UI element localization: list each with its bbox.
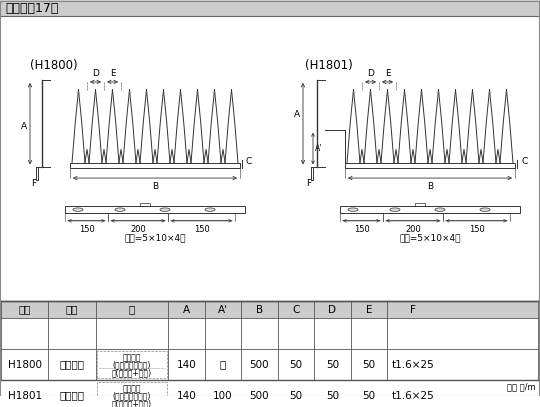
Bar xyxy=(340,206,520,213)
Text: 500: 500 xyxy=(249,359,269,370)
Text: C: C xyxy=(521,158,527,166)
Text: 50: 50 xyxy=(289,391,302,400)
Bar xyxy=(1,349,538,380)
Text: A: A xyxy=(294,110,300,119)
Text: 140: 140 xyxy=(177,391,196,400)
Text: C: C xyxy=(292,305,300,315)
Text: A': A' xyxy=(218,305,228,315)
Ellipse shape xyxy=(480,208,490,211)
Text: H1800: H1800 xyxy=(8,359,42,370)
Text: 長穴=5×10×4ヶ: 長穴=5×10×4ヶ xyxy=(124,234,186,243)
Text: (ユニクロメッキ): (ユニクロメッキ) xyxy=(112,391,151,400)
Text: シルバー: シルバー xyxy=(123,353,141,362)
Bar xyxy=(70,162,240,168)
Text: 150: 150 xyxy=(469,225,484,234)
Bar xyxy=(1,380,538,407)
Text: 150: 150 xyxy=(194,225,210,234)
Ellipse shape xyxy=(160,208,170,211)
Text: 150: 150 xyxy=(354,225,369,234)
Ellipse shape xyxy=(390,208,400,211)
Text: A': A' xyxy=(315,144,322,153)
Text: 黒(メッキ+塗装): 黒(メッキ+塗装) xyxy=(112,400,152,407)
Text: －: － xyxy=(220,359,226,370)
Text: スチール: スチール xyxy=(59,359,84,370)
Bar xyxy=(65,206,245,213)
Ellipse shape xyxy=(115,208,125,211)
Text: 長穴=5×10×4ヶ: 長穴=5×10×4ヶ xyxy=(399,234,461,243)
Text: 140: 140 xyxy=(177,359,196,370)
Text: F: F xyxy=(306,179,312,188)
Text: (H1801): (H1801) xyxy=(305,59,353,72)
Text: H1801: H1801 xyxy=(8,391,42,400)
Text: A: A xyxy=(21,122,27,131)
Text: 品番: 品番 xyxy=(18,305,31,315)
Text: D: D xyxy=(328,305,336,315)
Text: E: E xyxy=(110,69,116,78)
Text: B: B xyxy=(256,305,263,315)
Text: 100: 100 xyxy=(213,391,233,400)
Text: (H1800): (H1800) xyxy=(30,59,78,72)
Bar xyxy=(0,0,540,16)
Text: E: E xyxy=(366,305,372,315)
Text: 忍び返し17型: 忍び返し17型 xyxy=(5,2,58,15)
Text: 単位 ㎜/m: 単位 ㎜/m xyxy=(508,382,536,391)
Ellipse shape xyxy=(435,208,445,211)
Text: B: B xyxy=(427,182,433,191)
Text: 200: 200 xyxy=(130,225,146,234)
Text: 50: 50 xyxy=(362,391,375,400)
Bar xyxy=(345,162,515,168)
Ellipse shape xyxy=(205,208,215,211)
Bar xyxy=(0,16,540,303)
Text: F: F xyxy=(410,305,416,315)
Bar xyxy=(97,351,167,378)
Text: t1.6×25: t1.6×25 xyxy=(392,391,434,400)
Text: 材質: 材質 xyxy=(66,305,78,315)
Text: t1.6×25: t1.6×25 xyxy=(392,359,434,370)
Text: C: C xyxy=(246,158,252,166)
Text: 50: 50 xyxy=(289,359,302,370)
Text: D: D xyxy=(92,69,99,78)
Text: D: D xyxy=(367,69,374,78)
Text: E: E xyxy=(384,69,390,78)
Text: スチール: スチール xyxy=(59,391,84,400)
Text: シルバー: シルバー xyxy=(123,384,141,393)
Text: 色: 色 xyxy=(129,305,135,315)
Text: 50: 50 xyxy=(326,391,339,400)
Text: A: A xyxy=(183,305,190,315)
Text: 黒(メッキ+塗装): 黒(メッキ+塗装) xyxy=(112,369,152,378)
Text: F: F xyxy=(31,179,37,188)
Text: 50: 50 xyxy=(326,359,339,370)
Bar xyxy=(1,302,538,318)
Text: (ユニクロメッキ): (ユニクロメッキ) xyxy=(112,360,151,369)
Text: 150: 150 xyxy=(79,225,94,234)
Ellipse shape xyxy=(348,208,358,211)
Text: 50: 50 xyxy=(362,359,375,370)
Text: B: B xyxy=(152,182,158,191)
Bar xyxy=(97,382,167,407)
Text: 200: 200 xyxy=(405,225,421,234)
Text: 500: 500 xyxy=(249,391,269,400)
Ellipse shape xyxy=(73,208,83,211)
